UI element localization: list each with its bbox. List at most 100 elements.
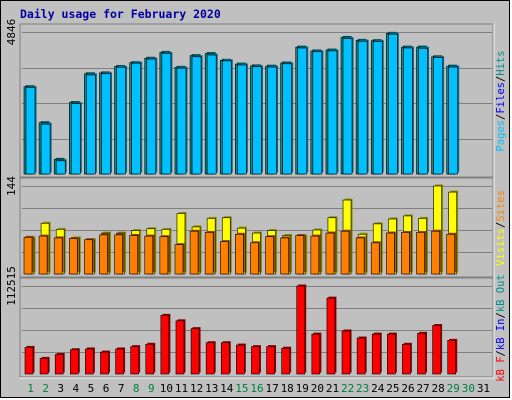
chart-title: Daily usage for February 2020	[20, 7, 221, 21]
bar-sites-day-1	[23, 237, 33, 275]
x-tick-day-12: 12	[190, 382, 203, 395]
legend-entry: /	[495, 312, 507, 318]
x-tick-day-22: 22	[341, 382, 354, 395]
bar-pages-day-18	[282, 63, 292, 175]
bar-pages-day-14	[221, 60, 232, 175]
x-tick-day-15: 15	[235, 382, 248, 395]
x-tick-day-5: 5	[88, 382, 95, 395]
bar-kb-f-day-27	[417, 333, 426, 375]
x-tick-day-9: 9	[148, 382, 155, 395]
panel-shadow	[19, 177, 494, 278]
x-tick-day-29: 29	[447, 382, 460, 395]
bar-pages-day-27	[418, 47, 428, 175]
x-tick-day-3: 3	[57, 382, 64, 395]
x-tick-day-25: 25	[386, 382, 399, 395]
bar-kb-f-day-23	[356, 337, 366, 375]
panel-visits-sites: 144 Visits/Sites	[5, 176, 507, 279]
legend-entry: /	[495, 222, 507, 228]
legend-entry: /	[495, 114, 507, 120]
bar-pages-day-22	[342, 38, 353, 175]
bar-sites-day-5	[84, 239, 93, 275]
bar-sites-day-13	[204, 232, 214, 275]
bar-pages-day-2	[40, 123, 51, 175]
bar-kb-f-day-28	[432, 325, 441, 375]
chart-panels: 4846Pages/Files/Hits144Visits/Sites11251…	[5, 19, 507, 382]
bar-pages-day-17	[267, 66, 277, 175]
x-tick-day-23: 23	[356, 382, 369, 395]
bar-pages-day-15	[237, 64, 247, 175]
bar-sites-day-7	[114, 234, 123, 275]
legend-entry: Hits	[495, 50, 507, 75]
bar-kb-f-day-25	[387, 333, 396, 375]
legend-entry: Pages	[495, 120, 507, 152]
bar-kb-f-day-5	[85, 348, 94, 375]
bar-kb-f-day-8	[130, 346, 139, 375]
x-tick-day-19: 19	[296, 382, 309, 395]
bar-pages-day-20	[312, 51, 323, 175]
x-tick-day-10: 10	[160, 382, 173, 395]
bar-pages-day-12	[191, 56, 202, 175]
bar-kb-f-day-20	[311, 333, 321, 375]
bar-kb-f-day-1	[24, 347, 34, 375]
bar-sites-day-25	[386, 232, 395, 275]
bar-pages-day-19	[297, 47, 308, 175]
x-tick-day-18: 18	[281, 382, 294, 395]
bar-kb-f-day-4	[69, 349, 79, 375]
x-tick-day-2: 2	[42, 382, 49, 395]
bar-kb-f-day-11	[175, 320, 185, 375]
bar-sites-day-29	[446, 233, 456, 275]
bar-sites-day-12	[189, 230, 199, 275]
bar-sites-day-8	[129, 235, 138, 275]
bar-pages-day-13	[206, 54, 217, 175]
bar-pages-day-4	[70, 103, 81, 175]
bar-pages-day-10	[161, 53, 172, 175]
legend-entry: Files	[495, 82, 507, 114]
x-tick-day-20: 20	[311, 382, 324, 395]
bar-sites-day-18	[280, 237, 289, 275]
bar-kb-f-day-21	[326, 297, 336, 375]
legend-entry: kB In	[495, 319, 507, 351]
bar-sites-day-15	[235, 233, 244, 275]
panel-shadow	[19, 277, 494, 378]
bar-kb-f-day-17	[266, 346, 275, 375]
bar-kb-f-day-22	[341, 330, 351, 375]
bar-pages-day-5	[86, 74, 96, 175]
x-tick-labels: 1 2 3 4 5 6 7 8 9 10 11 12 13 14 15 16 17 18 19 20 21 22 23 24 2…	[27, 382, 490, 395]
bar-kb-f-day-16	[251, 346, 260, 375]
bar-kb-f-day-29	[447, 340, 457, 375]
bar-sites-day-17	[265, 236, 274, 275]
x-tick-day-17: 17	[265, 382, 278, 395]
legend-entry: kB Out	[495, 274, 507, 312]
x-tick-day-8: 8	[133, 382, 140, 395]
x-tick-day-7: 7	[118, 382, 125, 395]
bar-sites-day-6	[99, 234, 108, 275]
bar-pages-day-16	[252, 66, 262, 175]
bar-sites-day-21	[325, 232, 335, 275]
x-tick-day-26: 26	[401, 382, 414, 395]
bar-kb-f-day-24	[371, 333, 381, 375]
legend-entry: kB F	[495, 356, 507, 381]
bar-kb-f-day-19	[296, 285, 306, 375]
bar-sites-day-28	[431, 230, 440, 275]
x-tick-day-30: 30	[462, 382, 475, 395]
bar-pages-day-26	[403, 47, 413, 175]
x-tick-day-6: 6	[103, 382, 110, 395]
bar-pages-day-9	[146, 58, 157, 175]
y-max-label: 112515	[5, 266, 18, 306]
x-tick-day-4: 4	[73, 382, 80, 395]
bar-pages-day-11	[176, 67, 187, 175]
bar-sites-day-4	[68, 238, 78, 275]
x-tick-day-14: 14	[220, 382, 234, 395]
bar-sites-day-14	[219, 241, 229, 275]
bar-pages-day-7	[116, 67, 126, 175]
bar-kb-f-day-14	[220, 342, 230, 375]
bar-pages-day-24	[372, 41, 383, 175]
bar-kb-f-day-3	[54, 354, 64, 375]
bar-sites-day-20	[310, 235, 320, 275]
bar-pages-day-28	[433, 57, 443, 175]
bar-sites-day-11	[174, 244, 184, 275]
bar-kb-f-day-15	[236, 344, 245, 375]
bar-kb-f-day-12	[190, 328, 200, 375]
